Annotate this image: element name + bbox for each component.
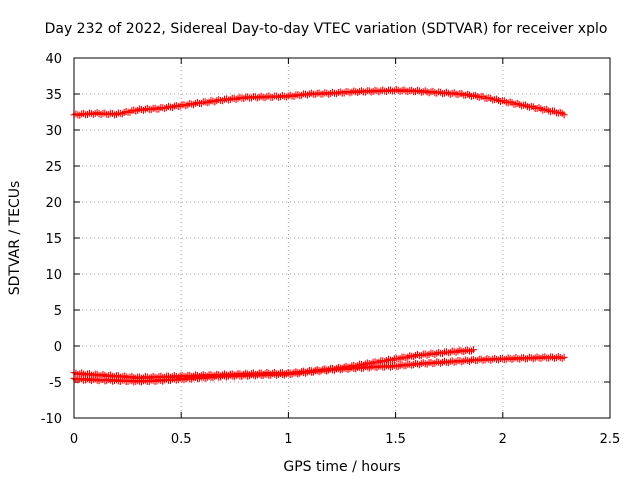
grid-lines xyxy=(74,58,610,418)
plot-frame xyxy=(73,57,611,419)
series-0 xyxy=(70,86,568,119)
x-tick-label: 1 xyxy=(284,432,292,447)
x-tick-label: 0 xyxy=(70,432,78,447)
y-tick-label: -5 xyxy=(49,376,62,391)
x-tick-label: 1.5 xyxy=(385,432,406,447)
y-tick-label: 40 xyxy=(45,52,62,67)
y-tick-label: 5 xyxy=(54,304,62,319)
y-axis-label: SDTVAR / TECUs xyxy=(7,181,23,296)
data-point xyxy=(560,111,568,119)
data-point xyxy=(560,353,568,361)
y-tick-label: -10 xyxy=(41,412,62,427)
y-tick-label: 30 xyxy=(45,124,62,139)
chart-title: Day 232 of 2022, Sidereal Day-to-day VTE… xyxy=(45,21,608,37)
x-tick-label: 2 xyxy=(499,432,507,447)
y-tick-label: 25 xyxy=(45,160,62,175)
x-axis-label: GPS time / hours xyxy=(283,459,400,475)
x-tick-label: 0.5 xyxy=(171,432,192,447)
y-tick-label: 15 xyxy=(45,232,62,247)
y-tick-label: 10 xyxy=(45,268,62,283)
data-points xyxy=(70,86,568,386)
series-2 xyxy=(70,353,568,386)
y-tick-label: 35 xyxy=(45,88,62,103)
x-tick-label: 2.5 xyxy=(600,432,621,447)
y-tick-label: 0 xyxy=(54,340,62,355)
data-point xyxy=(469,346,477,354)
y-tick-label: 20 xyxy=(45,196,62,211)
